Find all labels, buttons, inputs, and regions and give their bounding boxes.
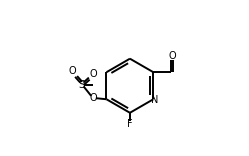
Text: O: O: [90, 93, 97, 103]
Text: N: N: [151, 95, 158, 105]
Text: O: O: [68, 66, 76, 76]
Text: F: F: [127, 119, 133, 129]
Text: O: O: [168, 51, 176, 61]
Text: S: S: [78, 80, 85, 90]
Text: O: O: [89, 69, 97, 79]
